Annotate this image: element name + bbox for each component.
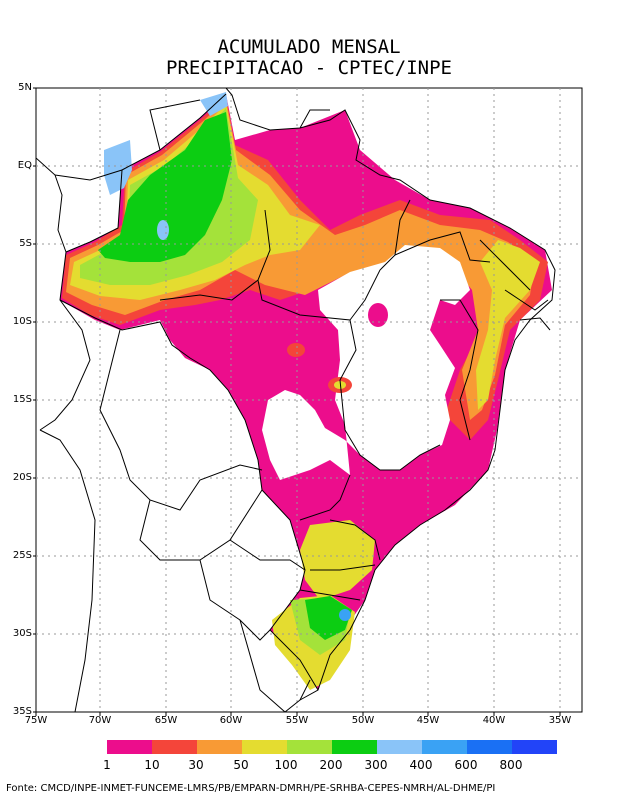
legend-swatch — [422, 740, 467, 754]
lon-label-60w: 60W — [219, 715, 243, 726]
lon-label-40w: 40W — [482, 715, 506, 726]
legend-label: 600 — [454, 758, 478, 772]
legend-swatch — [377, 740, 422, 754]
lon-label-50w: 50W — [351, 715, 375, 726]
lat-label-35s: 35S — [12, 706, 32, 717]
borders — [36, 88, 556, 712]
lat-label-30s: 30S — [12, 628, 32, 639]
lon-label-70w: 70W — [88, 715, 112, 726]
legend-colorbar — [107, 740, 557, 754]
legend-swatch — [152, 740, 197, 754]
lat-label-eq: EQ — [17, 160, 32, 171]
legend-swatch — [197, 740, 242, 754]
legend-swatch — [287, 740, 332, 754]
precipitation-field — [60, 92, 552, 690]
lon-label-55w: 55W — [285, 715, 309, 726]
legend-label: 10 — [144, 758, 160, 772]
lon-label-65w: 65W — [154, 715, 178, 726]
lat-label-10s: 10S — [12, 316, 32, 327]
axis-ticks — [33, 87, 561, 716]
lon-label-45w: 45W — [416, 715, 440, 726]
legend-swatch — [467, 740, 512, 754]
legend-swatch — [242, 740, 287, 754]
legend-label: 200 — [319, 758, 343, 772]
lon-label-75w: 75W — [24, 715, 48, 726]
legend-label: 400 — [409, 758, 433, 772]
map-subtitle: PRECIPITACAO - CPTEC/INPE — [166, 57, 452, 79]
lat-label-25s: 25S — [12, 550, 32, 561]
legend-label: 1 — [103, 758, 111, 772]
legend-label: 800 — [499, 758, 523, 772]
legend-label: 50 — [233, 758, 249, 772]
legend-label: 100 — [274, 758, 298, 772]
lat-label-5s: 5S — [19, 238, 32, 249]
source-footer: Fonte: CMCD/INPE-INMET-FUNCEME-LMRS/PB/E… — [6, 783, 496, 794]
legend-label: 30 — [188, 758, 204, 772]
lat-label-5n: 5N — [18, 82, 32, 93]
lat-label-20s: 20S — [12, 472, 32, 483]
map-title: ACUMULADO MENSAL — [217, 36, 401, 58]
lat-label-15s: 15S — [12, 394, 32, 405]
lon-label-35w: 35W — [548, 715, 572, 726]
legend-swatch — [332, 740, 377, 754]
legend-swatch — [512, 740, 557, 754]
legend-swatch — [107, 740, 152, 754]
grid-lines — [36, 88, 582, 712]
legend-label: 300 — [364, 758, 388, 772]
